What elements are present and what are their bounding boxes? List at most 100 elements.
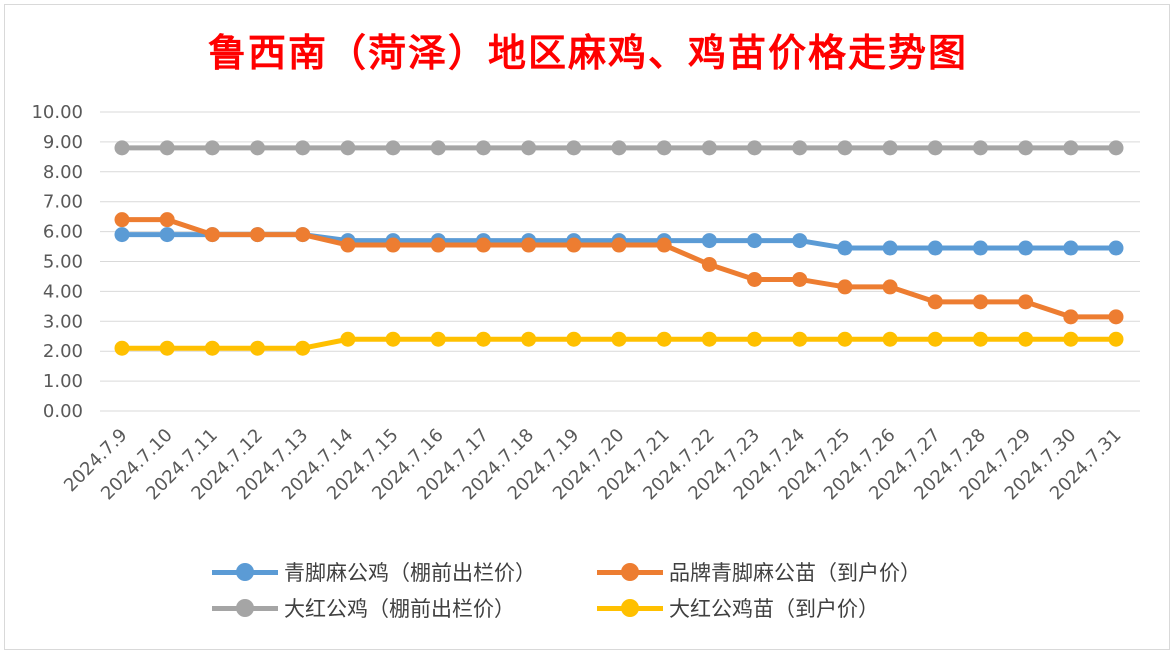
- data-point[interactable]: [701, 331, 717, 347]
- y-tick-label: 2.00: [43, 341, 83, 362]
- series-3: [114, 331, 1124, 356]
- data-point[interactable]: [837, 279, 853, 295]
- data-point[interactable]: [882, 331, 898, 347]
- data-point[interactable]: [250, 140, 266, 156]
- legend-item-brand-chick[interactable]: 品牌青脚麻公苗（到户价）: [597, 555, 921, 589]
- data-point[interactable]: [747, 331, 763, 347]
- data-point[interactable]: [566, 140, 582, 156]
- data-point[interactable]: [747, 140, 763, 156]
- data-point[interactable]: [1108, 140, 1124, 156]
- data-point[interactable]: [701, 256, 717, 272]
- data-point[interactable]: [159, 212, 175, 228]
- data-point[interactable]: [475, 237, 491, 253]
- legend-item-qingjiao-cock[interactable]: 青脚麻公鸡（棚前出栏价）: [212, 555, 536, 589]
- data-point[interactable]: [114, 340, 130, 356]
- data-point[interactable]: [114, 212, 130, 228]
- data-point[interactable]: [1018, 140, 1034, 156]
- data-point[interactable]: [204, 140, 220, 156]
- data-point[interactable]: [521, 237, 537, 253]
- data-point[interactable]: [656, 331, 672, 347]
- y-tick-label: 8.00: [43, 162, 83, 183]
- data-point[interactable]: [204, 227, 220, 243]
- data-point[interactable]: [701, 233, 717, 249]
- data-point[interactable]: [972, 294, 988, 310]
- data-point[interactable]: [475, 140, 491, 156]
- data-point[interactable]: [340, 331, 356, 347]
- data-point[interactable]: [1108, 240, 1124, 256]
- data-point[interactable]: [566, 331, 582, 347]
- data-point[interactable]: [1018, 240, 1034, 256]
- data-point[interactable]: [611, 331, 627, 347]
- data-point[interactable]: [385, 237, 401, 253]
- data-point[interactable]: [250, 227, 266, 243]
- y-tick-label: 10.00: [31, 102, 83, 123]
- data-point[interactable]: [882, 240, 898, 256]
- data-point[interactable]: [972, 240, 988, 256]
- data-point[interactable]: [927, 240, 943, 256]
- data-point[interactable]: [295, 227, 311, 243]
- data-point[interactable]: [882, 140, 898, 156]
- data-point[interactable]: [159, 227, 175, 243]
- data-point[interactable]: [792, 331, 808, 347]
- legend-label: 大红公鸡苗（到户价）: [669, 597, 879, 621]
- legend-marker: [621, 563, 639, 581]
- data-point[interactable]: [430, 331, 446, 347]
- data-point[interactable]: [159, 340, 175, 356]
- data-point[interactable]: [430, 237, 446, 253]
- legend-swatch-gray: [212, 598, 278, 618]
- data-point[interactable]: [747, 233, 763, 249]
- data-point[interactable]: [1018, 331, 1034, 347]
- data-point[interactable]: [250, 340, 266, 356]
- data-point[interactable]: [295, 340, 311, 356]
- legend-item-dahong-chick[interactable]: 大红公鸡苗（到户价）: [597, 591, 879, 625]
- data-point[interactable]: [747, 271, 763, 287]
- data-point[interactable]: [1063, 140, 1079, 156]
- data-point[interactable]: [1108, 309, 1124, 325]
- data-point[interactable]: [927, 140, 943, 156]
- legend-label: 青脚麻公鸡（棚前出栏价）: [284, 561, 536, 585]
- data-point[interactable]: [701, 140, 717, 156]
- data-point[interactable]: [159, 140, 175, 156]
- data-point[interactable]: [837, 240, 853, 256]
- data-point[interactable]: [1063, 309, 1079, 325]
- data-point[interactable]: [611, 237, 627, 253]
- y-tick-label: 4.00: [43, 281, 83, 302]
- series-1: [114, 212, 1124, 325]
- data-point[interactable]: [114, 140, 130, 156]
- data-point[interactable]: [927, 331, 943, 347]
- data-point[interactable]: [837, 140, 853, 156]
- data-point[interactable]: [385, 331, 401, 347]
- series-2: [114, 140, 1124, 156]
- data-point[interactable]: [611, 140, 627, 156]
- data-point[interactable]: [521, 140, 537, 156]
- data-point[interactable]: [882, 279, 898, 295]
- data-point[interactable]: [475, 331, 491, 347]
- data-point[interactable]: [837, 331, 853, 347]
- data-point[interactable]: [385, 140, 401, 156]
- data-point[interactable]: [972, 331, 988, 347]
- data-point[interactable]: [114, 227, 130, 243]
- data-point[interactable]: [1108, 331, 1124, 347]
- data-point[interactable]: [656, 140, 672, 156]
- legend-label: 大红公鸡（棚前出栏价）: [284, 597, 515, 621]
- data-point[interactable]: [792, 233, 808, 249]
- data-point[interactable]: [295, 140, 311, 156]
- data-point[interactable]: [972, 140, 988, 156]
- legend-swatch-yellow: [597, 598, 663, 618]
- data-point[interactable]: [792, 271, 808, 287]
- data-point[interactable]: [927, 294, 943, 310]
- data-point[interactable]: [340, 140, 356, 156]
- data-point[interactable]: [340, 237, 356, 253]
- data-point[interactable]: [521, 331, 537, 347]
- data-point[interactable]: [792, 140, 808, 156]
- data-point[interactable]: [430, 140, 446, 156]
- data-point[interactable]: [656, 237, 672, 253]
- data-point[interactable]: [204, 340, 220, 356]
- data-point[interactable]: [1063, 331, 1079, 347]
- data-point[interactable]: [1018, 294, 1034, 310]
- legend-marker: [236, 563, 254, 581]
- gridlines: [100, 111, 1140, 412]
- data-point[interactable]: [566, 237, 582, 253]
- data-point[interactable]: [1063, 240, 1079, 256]
- legend-item-dahong-cock[interactable]: 大红公鸡（棚前出栏价）: [212, 591, 515, 625]
